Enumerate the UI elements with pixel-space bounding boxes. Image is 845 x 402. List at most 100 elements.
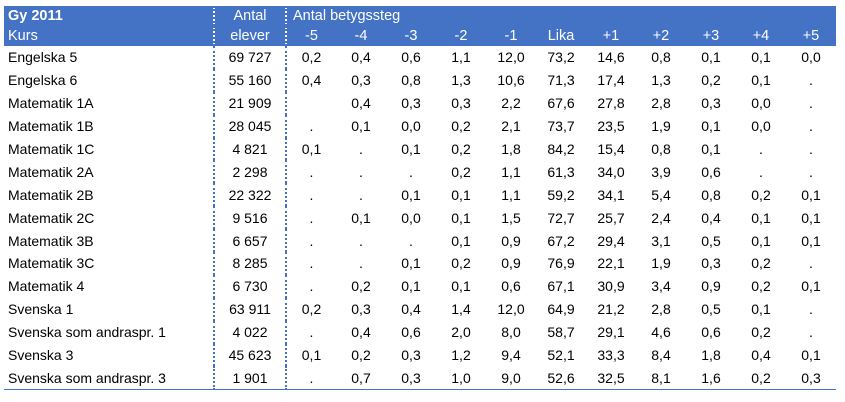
percent-cell: 14,6 xyxy=(597,49,625,66)
percent-cell: 0,1 xyxy=(751,49,771,66)
percent-cell: 67,2 xyxy=(547,232,575,249)
percent-cell: 8,1 xyxy=(636,366,686,390)
percent-cell: 0,4 xyxy=(351,324,371,341)
percent-cell: 22,1 xyxy=(597,255,625,272)
student-count: 4 022 xyxy=(214,320,287,344)
percent-cell: . xyxy=(409,163,413,180)
percent-cell: . xyxy=(809,324,813,341)
percent-cell: 1,8 xyxy=(701,347,721,364)
percent-cell: 0,1 xyxy=(801,232,821,249)
table-row: Matematik 1C 4 821 0,1. 0,1 0,2 1,8 84,2 15,4 0,… xyxy=(4,137,836,161)
percent-cell: 0,2 xyxy=(451,255,471,272)
student-count: 45 623 xyxy=(214,343,287,367)
percent-cell: 59,2 xyxy=(547,186,575,203)
percent-cell: . xyxy=(309,163,314,180)
percent-cell: . xyxy=(759,163,763,180)
step-header: +5 xyxy=(802,28,820,44)
percent-cell: 0,0 xyxy=(401,209,421,226)
percent-cell: 0,2 xyxy=(751,255,771,272)
table-row: Matematik 2A 2 298... 0,2 1,1 61,3 34,0 3,9 0,6… xyxy=(4,160,836,184)
percent-cell xyxy=(286,92,336,115)
table-title: Gy 2011 xyxy=(4,6,215,26)
percent-cell: 33,3 xyxy=(597,347,625,364)
percent-cell: 4,6 xyxy=(651,324,671,341)
percent-cell: 27,8 xyxy=(597,95,625,112)
percent-cell: . xyxy=(809,141,813,157)
percent-cell: 2,0 xyxy=(451,324,471,341)
percent-cell: 12,0 xyxy=(497,49,525,66)
grade-step-table: Gy 2011 Antal Antal betygssteg Kurs elev… xyxy=(4,6,836,390)
percent-cell: 0,1 xyxy=(401,278,421,295)
percent-cell: 1,1 xyxy=(501,186,521,203)
percent-cell: 0,7 xyxy=(336,366,386,390)
student-count: 22 322 xyxy=(214,183,287,207)
table-row: Matematik 3C 8 285.. 0,1 0,2 0,9 76,9 22,1 1,9 0… xyxy=(4,252,836,275)
percent-cell: 1,3 xyxy=(651,72,671,89)
percent-cell: 0,0 xyxy=(801,49,821,66)
percent-cell: 52,6 xyxy=(536,366,586,390)
percent-cell: 0,9 xyxy=(501,255,521,272)
percent-cell: 2,8 xyxy=(651,301,671,318)
percent-cell: . xyxy=(309,209,314,226)
percent-cell: 1,9 xyxy=(651,255,671,272)
percent-cell: 0,3 xyxy=(351,301,371,318)
percent-cell: 0,9 xyxy=(501,232,521,249)
percent-cell: 0,2 xyxy=(751,278,771,295)
student-count: 55 160 xyxy=(214,68,287,92)
step-header: +3 xyxy=(702,28,720,44)
step-header: -4 xyxy=(354,28,368,44)
percent-cell: 0,4 xyxy=(401,301,421,318)
percent-cell: 0,2 xyxy=(701,72,721,89)
percent-cell: 2,4 xyxy=(651,209,671,226)
percent-cell: . xyxy=(359,255,363,272)
percent-cell: 0,1 xyxy=(401,255,421,272)
percent-cell: 0,1 xyxy=(351,118,371,135)
percent-cell: . xyxy=(359,141,363,157)
percent-cell: 3,9 xyxy=(651,163,671,180)
table-row: Svenska 3 45 623 0,1 0,2 0,3 1,2 9,4 52,1 33,3 8,… xyxy=(4,343,836,367)
percent-cell: . xyxy=(359,232,363,249)
percent-cell: 0,1 xyxy=(751,209,771,226)
percent-cell: 0,1 xyxy=(451,209,471,226)
percent-cell: . xyxy=(309,186,314,203)
header-row-2: Kurs elever -5 -4 -3 -2 -1 Lika +1 +2 +3 +4 +5 xyxy=(4,26,836,46)
percent-cell: 0,6 xyxy=(401,324,421,341)
percent-cell: 0,3 xyxy=(351,72,371,89)
student-count: 6 657 xyxy=(214,229,287,253)
percent-cell: 0,1 xyxy=(751,301,771,318)
percent-cell: 0,6 xyxy=(701,163,721,180)
percent-cell: 0,6 xyxy=(701,324,721,341)
percent-cell: 0,2 xyxy=(451,141,471,157)
percent-cell: . xyxy=(286,366,336,390)
percent-cell: 30,9 xyxy=(597,278,625,295)
percent-cell: 1,5 xyxy=(501,209,521,226)
percent-cell: 0,2 xyxy=(301,301,322,318)
percent-cell: 0,1 xyxy=(451,186,471,203)
step-header: Lika xyxy=(547,28,575,44)
student-count: 28 045 xyxy=(214,114,287,138)
course-name: Matematik 2A xyxy=(4,160,215,184)
percent-cell: 1,1 xyxy=(451,49,471,66)
percent-cell: . xyxy=(309,324,314,341)
student-count: 4 821 xyxy=(214,137,287,161)
student-count: 8 285 xyxy=(214,252,287,275)
percent-cell: 0,1 xyxy=(801,209,821,226)
percent-cell: 0,9 xyxy=(701,278,721,295)
percent-cell: 0,3 xyxy=(451,95,471,112)
percent-cell: 72,7 xyxy=(547,209,575,226)
percent-cell: 0,0 xyxy=(751,118,771,135)
percent-cell: 0,2 xyxy=(736,366,786,390)
percent-cell: 0,1 xyxy=(801,347,821,364)
percent-cell: 9,0 xyxy=(486,366,536,390)
percent-cell: 0,3 xyxy=(401,347,421,364)
percent-cell: 34,1 xyxy=(597,186,625,203)
percent-cell: 5,4 xyxy=(651,186,671,203)
percent-cell: 0,1 xyxy=(701,49,721,66)
percent-cell: 25,7 xyxy=(597,209,625,226)
percent-cell: 0,1 xyxy=(301,347,322,364)
student-count: 1 901 xyxy=(214,366,287,390)
course-name: Matematik 4 xyxy=(4,274,215,298)
